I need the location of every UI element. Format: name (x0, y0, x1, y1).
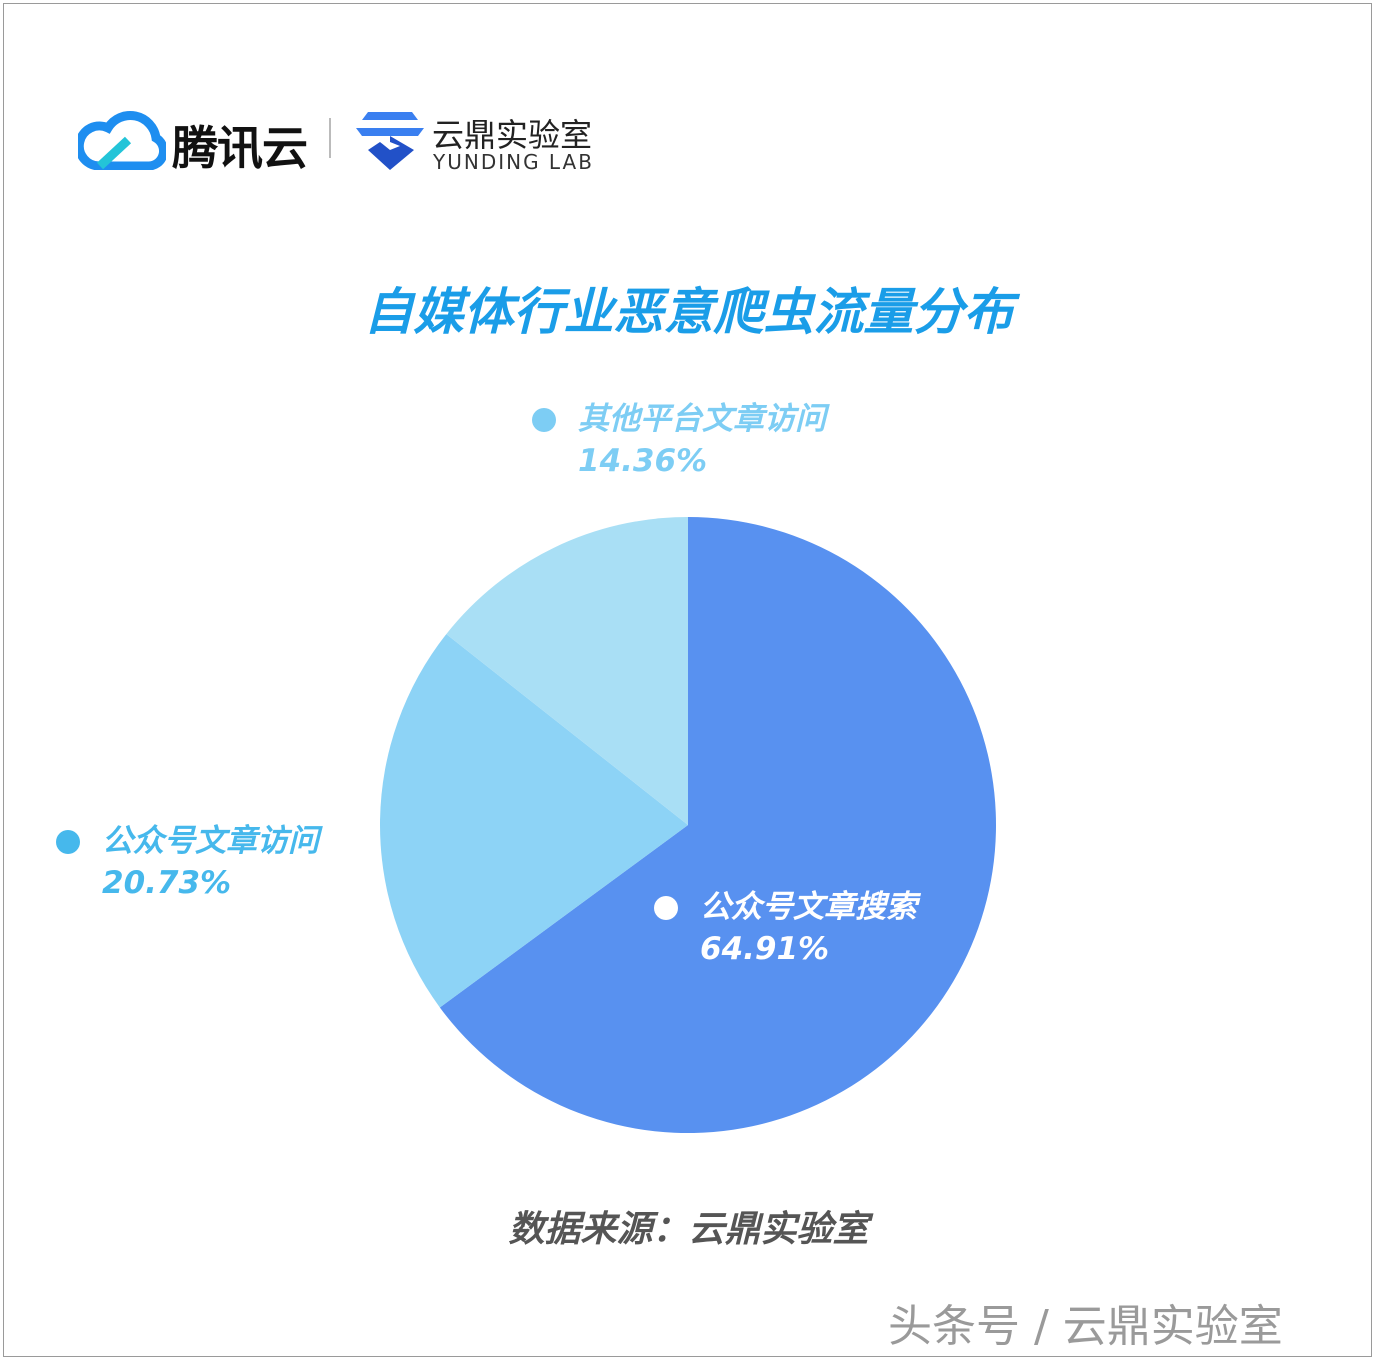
logo-divider (329, 118, 331, 158)
legend-dot-other (532, 408, 556, 432)
label-search: 公众号文章搜索 64.91% (700, 886, 917, 970)
label-visit: 公众号文章访问 20.73% (102, 820, 319, 904)
tencent-cloud-logo-text: 腾讯云 (172, 121, 308, 175)
pie-slice-2 (446, 517, 688, 825)
watermark: 头条号 / 云鼎实验室 (888, 1301, 1283, 1352)
label-other: 其他平台文章访问 14.36% (578, 398, 826, 482)
tencent-cloud-logo-icon (78, 111, 166, 170)
yunding-lab-logo-icon (356, 112, 424, 170)
legend-dot-visit (56, 830, 80, 854)
label-visit-value: 20.73% (102, 865, 232, 901)
yunding-lab-logo-en: YUNDING LAB (433, 150, 594, 174)
label-other-name: 其他平台文章访问 (578, 401, 826, 437)
chart-title: 自媒体行业恶意爬虫流量分布 (363, 283, 1014, 341)
pie-slice-1 (379, 634, 688, 1008)
data-source: 数据来源：云鼎实验室 (508, 1209, 869, 1250)
image-frame (3, 3, 1372, 1357)
label-other-value: 14.36% (578, 443, 708, 479)
yunding-lab-logo-cn: 云鼎实验室 (432, 116, 593, 154)
label-search-name: 公众号文章搜索 (700, 889, 917, 925)
pie-slice-0 (439, 517, 997, 1133)
label-search-value: 64.91% (700, 931, 830, 967)
label-visit-name: 公众号文章访问 (102, 823, 319, 859)
legend-dot-search (654, 896, 678, 920)
